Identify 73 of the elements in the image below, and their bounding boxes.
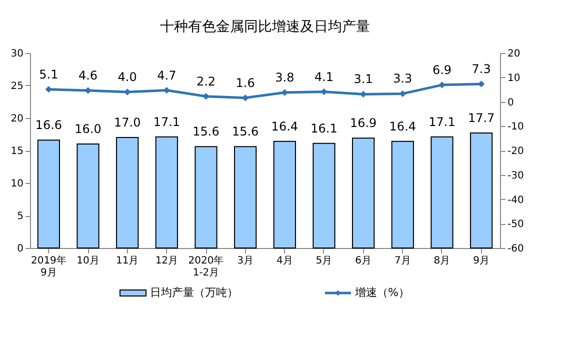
data-label: 3.8 <box>275 70 294 84</box>
x-tick-label: 5月 <box>316 256 332 266</box>
data-label: 6.9 <box>432 62 452 77</box>
point <box>438 82 446 88</box>
data-label: 15.6 <box>192 124 220 139</box>
y2-tick-label: -50 <box>508 219 524 230</box>
bar <box>470 132 493 248</box>
data-label: 16.9 <box>350 116 377 130</box>
data-label: 4.6 <box>78 68 98 83</box>
y2-tick-label: 0 <box>508 97 514 108</box>
data-label: 2.2 <box>196 74 216 88</box>
point <box>320 88 328 96</box>
bar <box>352 138 375 248</box>
y-tick-label: 20 <box>10 114 24 124</box>
x-tick-label: 9月 <box>473 256 490 266</box>
data-label: 17.0 <box>114 116 141 130</box>
data-label: 15.6 <box>232 124 259 139</box>
bar <box>116 137 139 248</box>
data-label: 16.4 <box>271 119 298 134</box>
data-label: 3.1 <box>354 72 373 86</box>
point <box>163 86 170 94</box>
point <box>399 90 406 98</box>
bar <box>273 140 296 248</box>
bar <box>37 140 60 248</box>
bar <box>155 136 178 248</box>
data-label: 3.3 <box>393 72 412 86</box>
x-tick-label: 2020年 1-2月 <box>188 254 224 278</box>
y2-tick-label: -10 <box>508 122 524 133</box>
y-tick-label: 5 <box>17 211 24 222</box>
bar <box>76 144 100 248</box>
data-label: 16.1 <box>310 121 338 136</box>
y2-tick-label: 20 <box>508 48 520 60</box>
data-label: 7.3 <box>472 62 491 76</box>
data-label: 16.6 <box>35 118 62 132</box>
x-tick-label: 3月 <box>237 256 254 266</box>
legend-label: 增速（%） <box>354 286 410 299</box>
y-tick-label: 15 <box>10 146 24 157</box>
data-label: 4.1 <box>314 70 334 84</box>
x-tick-label: 7月 <box>394 256 411 266</box>
y2-tick-label: -60 <box>508 244 524 254</box>
x-tick-label: 12月 <box>155 256 178 266</box>
x-tick-label: 8月 <box>434 256 450 266</box>
y2-tick-label: 10 <box>508 72 520 84</box>
point <box>84 87 92 94</box>
bar <box>234 146 257 248</box>
bar <box>194 146 218 248</box>
bar <box>312 142 336 248</box>
y2-tick-label: -30 <box>508 170 524 182</box>
data-label: 4.0 <box>118 70 137 84</box>
data-label: 5.1 <box>39 67 58 82</box>
y2-tick-label: -40 <box>508 194 524 206</box>
y2-tick-label: -20 <box>508 146 524 157</box>
data-label: 17.1 <box>153 114 180 129</box>
x-tick-label: 10月 <box>76 256 100 266</box>
data-label: 17.1 <box>428 114 456 129</box>
bar <box>430 136 454 248</box>
bar <box>391 140 414 248</box>
legend-label: 日均产量（万吨） <box>150 286 238 299</box>
data-label: 16.4 <box>389 119 416 134</box>
y-tick-label: 10 <box>10 178 24 190</box>
x-tick-label: 4月 <box>276 256 293 266</box>
data-label: 1.6 <box>236 76 255 90</box>
y-tick-label: 30 <box>10 48 24 60</box>
x-tick-label: 11月 <box>116 256 139 266</box>
y-tick-label: 0 <box>17 244 24 254</box>
x-tick-label: 2019年 9月 <box>30 254 66 278</box>
data-label: 4.7 <box>157 68 176 82</box>
point <box>202 93 210 100</box>
y-tick-label: 25 <box>10 81 24 92</box>
chart-title: 十种有色金属同比增速及日均产量 <box>160 19 370 35</box>
data-label: 16.0 <box>74 122 102 136</box>
data-label: 17.7 <box>468 110 495 125</box>
x-tick-label: 6月 <box>355 256 372 266</box>
